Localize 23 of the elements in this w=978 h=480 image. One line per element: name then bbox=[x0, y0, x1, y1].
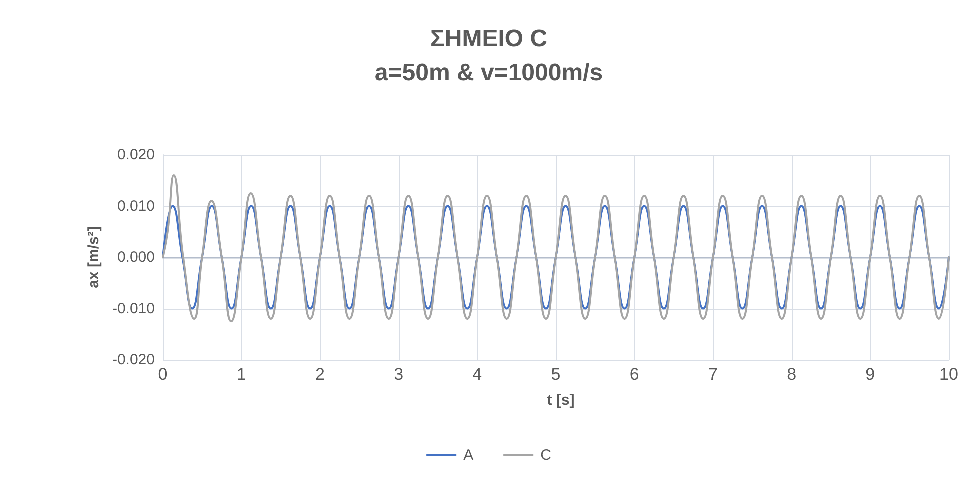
x-tick-label: 2 bbox=[315, 365, 325, 384]
x-tick-label: 1 bbox=[236, 365, 246, 384]
y-axis-title: ax [m/s²] bbox=[86, 226, 103, 288]
chart-title: ΣΗΜΕΙΟ C bbox=[430, 26, 548, 52]
x-tick-label: 4 bbox=[472, 365, 482, 384]
y-tick-label: -0.020 bbox=[112, 352, 155, 368]
x-axis-title: t [s] bbox=[547, 392, 575, 409]
x-tick-label: 9 bbox=[866, 365, 876, 384]
chart-subtitle: a=50m & v=1000m/s bbox=[374, 60, 604, 86]
x-tick-label: 8 bbox=[787, 365, 797, 384]
legend-label: A bbox=[464, 447, 474, 464]
x-tick-label: 10 bbox=[940, 365, 958, 384]
y-tick-label: 0.000 bbox=[117, 249, 155, 266]
y-tick-label: 0.010 bbox=[117, 198, 155, 215]
legend-label: C bbox=[540, 447, 552, 464]
x-tick-label: 6 bbox=[630, 365, 640, 384]
y-tick-label: -0.010 bbox=[112, 300, 155, 318]
x-tick-label: 7 bbox=[708, 365, 718, 384]
y-tick-label: 0.020 bbox=[117, 146, 155, 164]
x-tick-label: 5 bbox=[551, 365, 561, 384]
line-series bbox=[162, 174, 950, 323]
x-tick-label: 3 bbox=[394, 365, 404, 384]
x-tick-label: 0 bbox=[158, 365, 168, 384]
